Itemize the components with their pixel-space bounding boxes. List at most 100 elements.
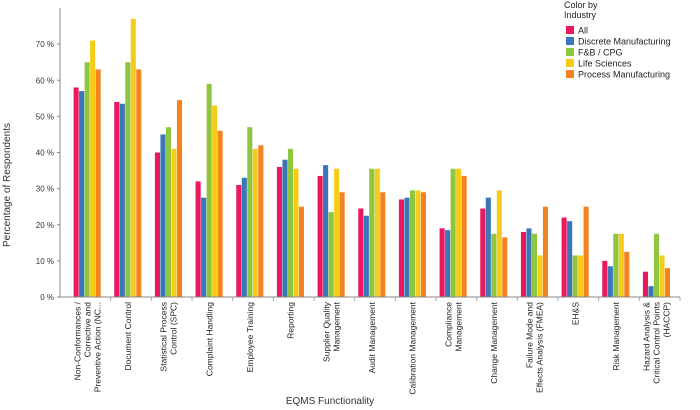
bar <box>607 266 613 297</box>
bar <box>526 228 532 297</box>
bar <box>258 145 264 297</box>
bar <box>380 192 386 297</box>
bar <box>415 190 421 297</box>
x-tick-label: Risk Management <box>611 301 621 370</box>
bar <box>439 228 445 297</box>
x-tick-label: Complaint Handling <box>204 302 214 376</box>
bar <box>537 255 543 297</box>
legend-title: Industry <box>564 10 597 20</box>
legend-swatch <box>566 48 574 56</box>
x-axis-title: EQMS Functionality <box>286 396 374 407</box>
bar <box>642 271 649 297</box>
x-tick-label: Reporting <box>286 302 296 339</box>
bar <box>287 148 294 297</box>
bar <box>339 192 345 297</box>
bar <box>217 130 223 297</box>
legend-swatch <box>566 37 574 45</box>
bar <box>73 87 79 297</box>
legend-label: Discrete Manufacturing <box>578 37 671 47</box>
legend-title: Color by <box>564 0 598 10</box>
bar <box>450 168 456 297</box>
bar <box>583 206 589 297</box>
x-tick-label: Statistical ProcessControl (SPC) <box>159 302 179 372</box>
bar <box>567 221 573 297</box>
bar <box>374 168 380 297</box>
x-tick-label: Calibration Management <box>408 301 418 394</box>
bar <box>317 175 323 297</box>
bar <box>613 233 619 297</box>
bar <box>95 69 101 297</box>
x-tick-label: Change Management <box>489 301 499 383</box>
x-tick-label: ComplianceManagement <box>443 301 463 351</box>
bar <box>618 233 624 297</box>
x-tick-label: Audit Management <box>367 301 377 373</box>
bar <box>206 83 212 297</box>
y-axis-title: Percentage of Respondents <box>2 123 13 247</box>
x-tick-label: EH&S <box>570 302 580 325</box>
bar <box>176 100 183 298</box>
y-tick-label: 60 % <box>36 76 54 85</box>
bar <box>624 251 630 297</box>
bar <box>461 175 467 297</box>
legend-swatch <box>566 70 574 78</box>
legend-swatch <box>566 26 574 34</box>
bar <box>369 168 375 297</box>
bar <box>130 18 136 298</box>
bar <box>561 217 567 297</box>
bar <box>572 255 578 297</box>
bar <box>160 134 166 297</box>
x-tick-label: Employee Training <box>245 302 255 373</box>
legend-label: F&B / CPG <box>578 48 623 58</box>
bar <box>236 185 242 297</box>
bar <box>165 127 172 298</box>
x-tick-label: Document Control <box>123 302 133 371</box>
y-tick-label: 30 % <box>36 185 54 194</box>
bar <box>125 62 131 297</box>
bar <box>456 168 462 297</box>
bar <box>79 91 85 297</box>
bar <box>648 286 654 297</box>
y-tick-label: 50 % <box>36 112 54 121</box>
bar <box>491 233 497 297</box>
y-tick-label: 10 % <box>36 257 54 266</box>
bar <box>334 168 340 297</box>
bar <box>445 230 451 297</box>
bar <box>201 197 207 297</box>
y-tick-label: 70 % <box>36 40 54 49</box>
bar <box>664 268 671 297</box>
bar <box>659 255 665 297</box>
bar <box>282 159 288 297</box>
bar <box>358 208 364 297</box>
y-tick-label: 20 % <box>36 221 54 230</box>
x-tick-label: Hazard Analysis &Critical Control Points… <box>642 302 672 384</box>
bar <box>542 206 549 297</box>
bar <box>154 152 161 297</box>
bar <box>328 212 334 297</box>
bar <box>420 192 427 297</box>
y-tick-label: 40 % <box>36 149 54 158</box>
x-tick-label: Non-Conformances /Corrective andPreventi… <box>72 301 102 392</box>
bar <box>409 190 416 297</box>
bar <box>531 233 538 297</box>
bar <box>298 206 305 297</box>
bar <box>247 127 253 298</box>
bar <box>363 215 369 297</box>
bar <box>212 105 218 297</box>
y-axis: 0 % 10 % 20 % 30 % 40 % 50 % 60 % 70 % <box>36 8 61 302</box>
bar <box>293 168 299 297</box>
bar <box>119 103 125 297</box>
bar <box>136 69 142 297</box>
bar <box>276 166 283 297</box>
legend-label: All <box>578 26 588 36</box>
x-tick-label: Failure Mode andEffects Analysis (FMEA) <box>525 302 545 393</box>
legend-swatch <box>566 59 574 67</box>
bar <box>578 255 584 297</box>
bar <box>84 62 90 297</box>
legend-label: Process Manufacturing <box>578 70 670 80</box>
bar <box>195 181 201 297</box>
bar <box>480 208 486 297</box>
bar <box>252 148 258 297</box>
bar <box>114 101 120 297</box>
bar <box>485 197 491 297</box>
